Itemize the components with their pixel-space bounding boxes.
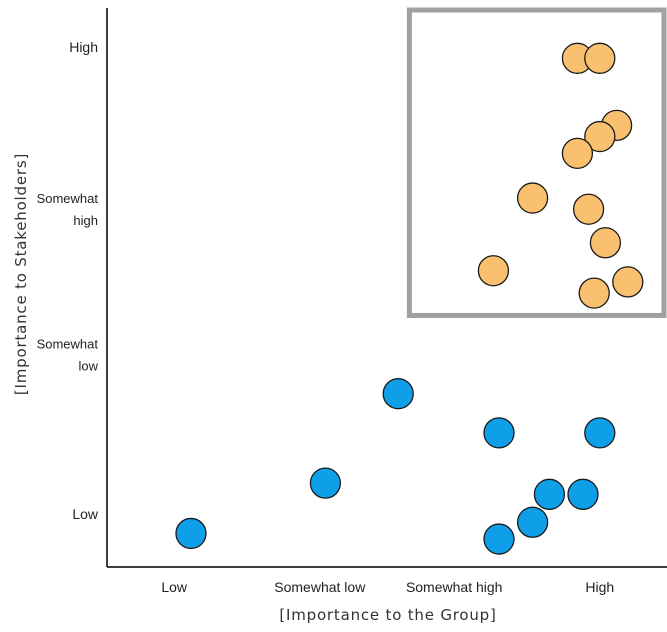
scatter-point	[382, 378, 414, 410]
y-tick-label: High	[69, 39, 98, 55]
scatter-point	[533, 478, 566, 510]
y-tick-labels: Low Somewhat low Somewhat high High	[37, 39, 99, 522]
x-tick-label: Low	[161, 579, 188, 595]
scatter-point	[483, 523, 515, 555]
scatter-point	[584, 120, 616, 153]
y-tick-label: Somewhat	[37, 337, 99, 352]
x-tick-label: Somewhat low	[274, 579, 366, 595]
scatter-point	[309, 467, 342, 499]
scatter-point	[483, 417, 515, 449]
x-tick-label: High	[585, 579, 614, 595]
scatter-point	[584, 417, 616, 449]
scatter-point	[612, 266, 644, 298]
scatter-point	[584, 42, 616, 74]
scatter-point	[567, 478, 599, 510]
highlight-region-box	[406, 7, 667, 318]
x-axis-title: [Importance to the Group]	[279, 606, 496, 624]
y-tick-label: high	[73, 213, 98, 228]
scatter-point	[572, 193, 605, 225]
axes	[106, 8, 667, 568]
y-tick-label: Low	[72, 506, 99, 522]
x-tick-label: Somewhat high	[406, 579, 503, 595]
scatter-point	[561, 137, 594, 169]
scatter-point	[578, 277, 610, 309]
scatter-point	[175, 517, 207, 550]
scatter-point	[477, 255, 510, 287]
y-tick-label: low	[78, 359, 98, 374]
y-axis-title: [Importance to Stakeholders]	[12, 153, 30, 395]
highlight-region-layer	[406, 7, 667, 318]
x-tick-labels: Low Somewhat low Somewhat high High	[161, 579, 614, 595]
scatter-point	[589, 227, 622, 259]
scatter-point	[516, 182, 549, 214]
points-layer	[175, 42, 644, 555]
scatter-point	[516, 506, 549, 538]
y-tick-label: Somewhat	[37, 191, 99, 206]
